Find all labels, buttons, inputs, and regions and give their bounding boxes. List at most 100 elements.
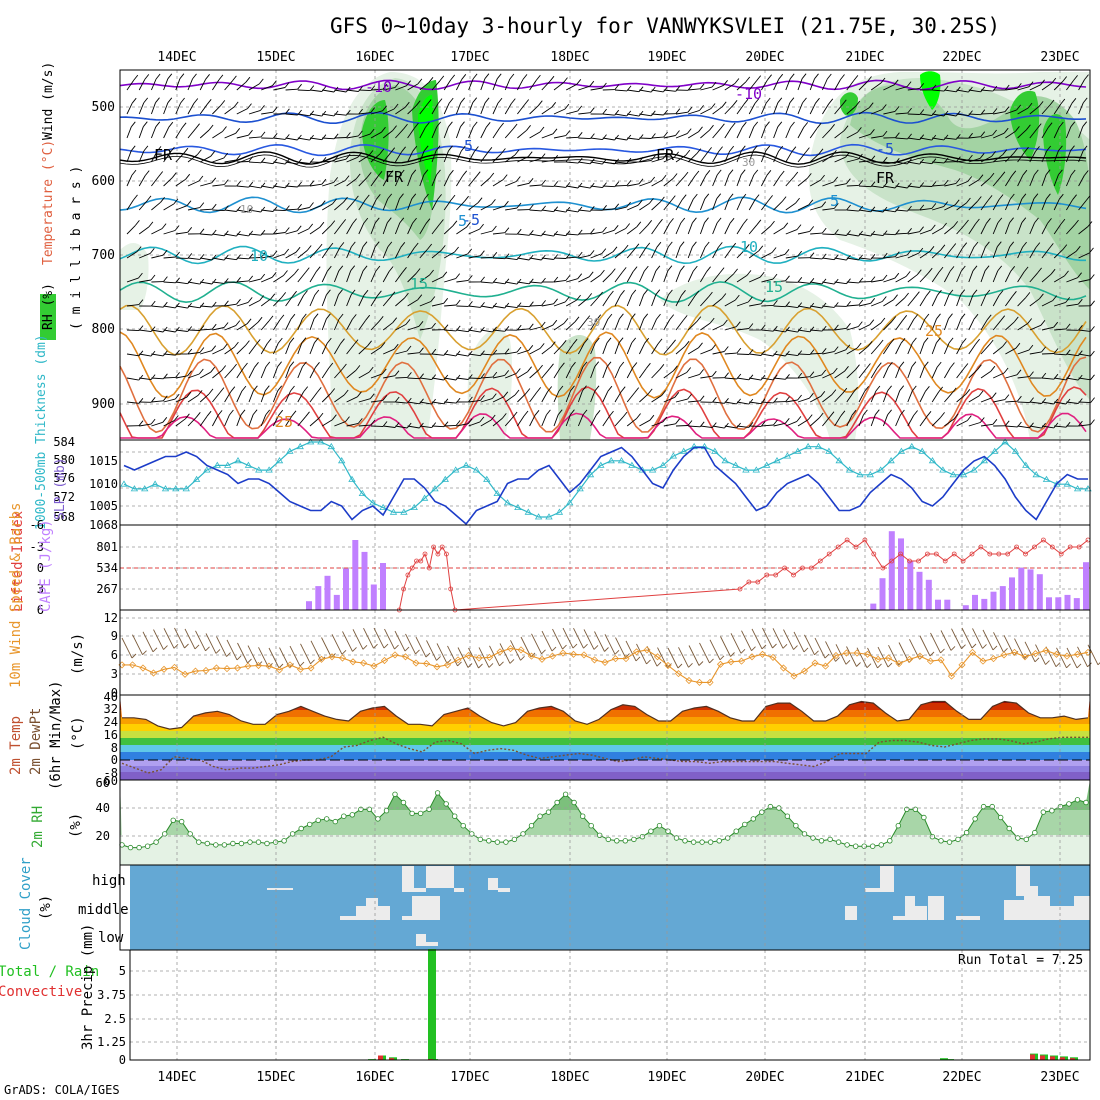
wind-barb [126, 401, 139, 404]
thickness-marker [1053, 480, 1061, 487]
wind-barb [297, 113, 310, 117]
wind-barb [151, 353, 164, 357]
wind-barb [151, 329, 164, 333]
wind-barb-flag [443, 398, 449, 405]
wind-barb-flag [516, 278, 522, 285]
tick-label: 6 [37, 603, 44, 617]
li-marker [925, 551, 930, 557]
wind-barb-flag [205, 646, 210, 652]
wind-barb-flag [187, 348, 193, 355]
wind-barb [736, 275, 748, 283]
tick-label: 0 [119, 1053, 126, 1067]
wind-barb [565, 343, 574, 355]
wind-barb-flag [1024, 146, 1029, 153]
wind-barb-flag [857, 127, 862, 133]
thickness-marker [172, 485, 180, 492]
li-marker [996, 551, 1002, 557]
wind-barb [1078, 200, 1087, 211]
tick-label: 267 [96, 582, 118, 596]
wind-barb-flag [602, 158, 607, 165]
wind-barb-flag [740, 648, 746, 654]
wind-barb [517, 233, 530, 236]
wind-barb [1017, 246, 1024, 259]
wind-barb [627, 89, 640, 93]
wind-barb-flag [1048, 243, 1054, 249]
wind-barb-flag [869, 319, 875, 325]
wind-barb [858, 233, 871, 237]
contour-line [119, 304, 1087, 356]
wind-marker [328, 653, 336, 661]
cloud-block [416, 934, 426, 946]
wind-barb-flag [468, 396, 473, 403]
li-marker [1049, 544, 1055, 550]
cloud-gridlines [176, 865, 1061, 950]
wind-barb [436, 643, 448, 664]
wind-barb [1017, 222, 1023, 235]
wind-barb [187, 305, 200, 309]
rh-blob [467, 329, 513, 440]
wind-barb [870, 414, 876, 427]
time-label: 20DEC [745, 50, 784, 65]
wind-barb [175, 78, 181, 91]
wind-barb-flag [400, 242, 406, 248]
wind-barb-flag [955, 86, 961, 93]
wind-barb [431, 401, 444, 405]
wind-barb [443, 150, 449, 163]
wind-marker [485, 653, 494, 661]
wind-barb-flag [661, 390, 667, 396]
wind-barb-flag [816, 122, 822, 129]
wind-barb-flag [364, 194, 370, 201]
wind-barb-flag [144, 170, 150, 176]
wind-barb [602, 137, 615, 141]
wind-barb-flag [296, 225, 302, 232]
dewpoint-ylabel: 2m DewPt [28, 708, 44, 775]
wind-barb-flag [902, 315, 908, 321]
wind-barb [858, 257, 871, 260]
wind-barb-flag [378, 316, 384, 322]
thickness-marker [389, 508, 398, 515]
wind-barb [1077, 646, 1088, 668]
wind-barb [309, 417, 320, 427]
wind-barb [447, 645, 458, 667]
cape-bar [361, 551, 368, 610]
wind-barb-flag [708, 291, 713, 298]
wind-barb-flag [363, 289, 369, 296]
rh2m-units: (%) [68, 813, 84, 838]
wind-barb-flag [953, 413, 959, 420]
wind-barb-flag [133, 194, 138, 201]
wind-barb [174, 627, 185, 649]
wind-barb-flag [297, 203, 302, 210]
wind-barb [1054, 328, 1067, 331]
wind-barb-flag [379, 148, 385, 155]
wind-barb-flag [338, 313, 344, 320]
wind-barb [919, 295, 927, 307]
wind-barb [846, 233, 859, 237]
wind-barb-flag [358, 130, 363, 137]
wind-barb-flag [858, 230, 863, 237]
wind-barb-flag [326, 313, 331, 320]
wind-barb [931, 417, 941, 427]
wind-barb-flag [343, 389, 349, 396]
wind-barb-flag [144, 74, 150, 80]
wind-barb [578, 137, 591, 140]
wind-barb [138, 150, 145, 163]
wind-barb-flag [685, 149, 691, 156]
wind-barb [972, 628, 983, 649]
wind-barb-flag [613, 225, 619, 231]
wind-barb-flag [882, 252, 888, 259]
wind-barb-flag [684, 340, 690, 347]
wind-barb-flag [644, 337, 650, 344]
wind-barb [688, 109, 700, 115]
wind-marker [275, 666, 284, 674]
thickness-marker [203, 466, 211, 473]
wind-barb [492, 232, 505, 235]
precip-convective-bar [1070, 1058, 1075, 1060]
wind-barb [1066, 250, 1077, 259]
tick-label: 3.75 [97, 988, 126, 1002]
wind-barb [895, 209, 908, 212]
thickness-markers [120, 438, 1092, 520]
wind-barb-flag [735, 321, 741, 327]
rh-marker [827, 836, 833, 843]
